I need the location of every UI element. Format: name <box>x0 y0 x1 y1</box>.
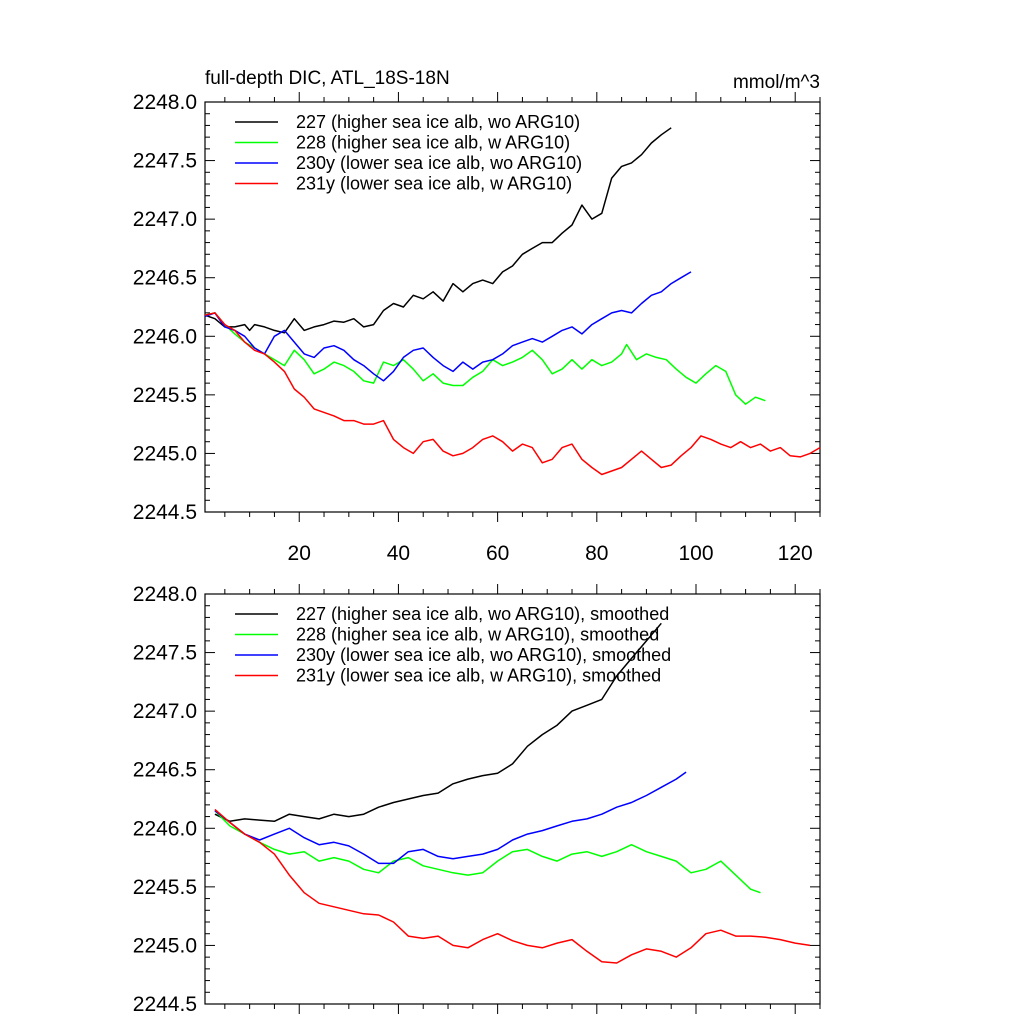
legend-label: 227 (higher sea ice alb, wo ARG10), smoo… <box>296 604 669 624</box>
y-tick-label: 2247.5 <box>133 150 197 173</box>
x-tick-label: 60 <box>486 542 509 565</box>
x-tick-label: 100 <box>678 542 713 565</box>
series-line-1 <box>204 312 766 405</box>
y-tick-label: 2248.0 <box>133 583 197 606</box>
chart-title: full-depth DIC, ATL_18S-18N <box>205 68 450 89</box>
chart-bottom-panel: 2244.5 2245.0 2245.5 2246.0 2246.5 2247.0 2247… <box>133 583 821 1016</box>
chart-units: mmol/m^3 <box>733 72 820 93</box>
legend-label: 231y (lower sea ice alb, w ARG10) <box>296 174 572 194</box>
y-tick-label: 2245.5 <box>133 876 197 899</box>
y-tick-label: 2246.0 <box>133 325 197 348</box>
y-tick-label: 2247.5 <box>133 642 197 665</box>
legend-label: 228 (higher sea ice alb, w ARG10) <box>296 133 570 153</box>
x-tick-label: 40 <box>387 542 410 565</box>
y-tick-label: 2245.0 <box>133 934 197 957</box>
legend-label: 230y (lower sea ice alb, wo ARG10), smoo… <box>296 645 671 665</box>
y-tick-label: 2246.5 <box>133 267 197 290</box>
y-tick-label: 2246.0 <box>133 817 197 840</box>
legend-label: 228 (higher sea ice alb, w ARG10), smoot… <box>296 625 659 645</box>
y-tick-label: 2247.0 <box>133 208 197 231</box>
y-tick-label: 2245.0 <box>133 442 197 465</box>
plot-frame-top <box>204 101 821 513</box>
plot-frame-bottom <box>204 593 821 1005</box>
series-line-2 <box>214 771 687 865</box>
y-tick-label: 2244.5 <box>133 993 197 1016</box>
series-line-1 <box>214 810 761 894</box>
y-tick-label: 2248.0 <box>133 91 197 114</box>
legend-label: 227 (higher sea ice alb, wo ARG10) <box>296 112 580 132</box>
x-tick-label: 20 <box>288 542 311 565</box>
legend-label: 230y (lower sea ice alb, wo ARG10) <box>296 153 582 173</box>
y-tick-label: 2247.0 <box>133 700 197 723</box>
chart-top-panel: 2244.5 2245.0 2245.5 2246.0 2246.5 2247.0 2247… <box>133 68 821 565</box>
legend-label: 231y (lower sea ice alb, w ARG10), smoot… <box>296 666 661 686</box>
x-tick-label: 120 <box>778 542 813 565</box>
series-line-2 <box>204 271 692 382</box>
series-line-0 <box>214 622 662 823</box>
y-tick-label: 2244.5 <box>133 501 197 524</box>
series-line-3 <box>204 312 821 476</box>
y-tick-label: 2245.5 <box>133 384 197 407</box>
x-tick-label: 80 <box>585 542 608 565</box>
series-line-3 <box>214 808 811 964</box>
y-tick-label: 2246.5 <box>133 759 197 782</box>
series-line-0 <box>204 127 672 334</box>
